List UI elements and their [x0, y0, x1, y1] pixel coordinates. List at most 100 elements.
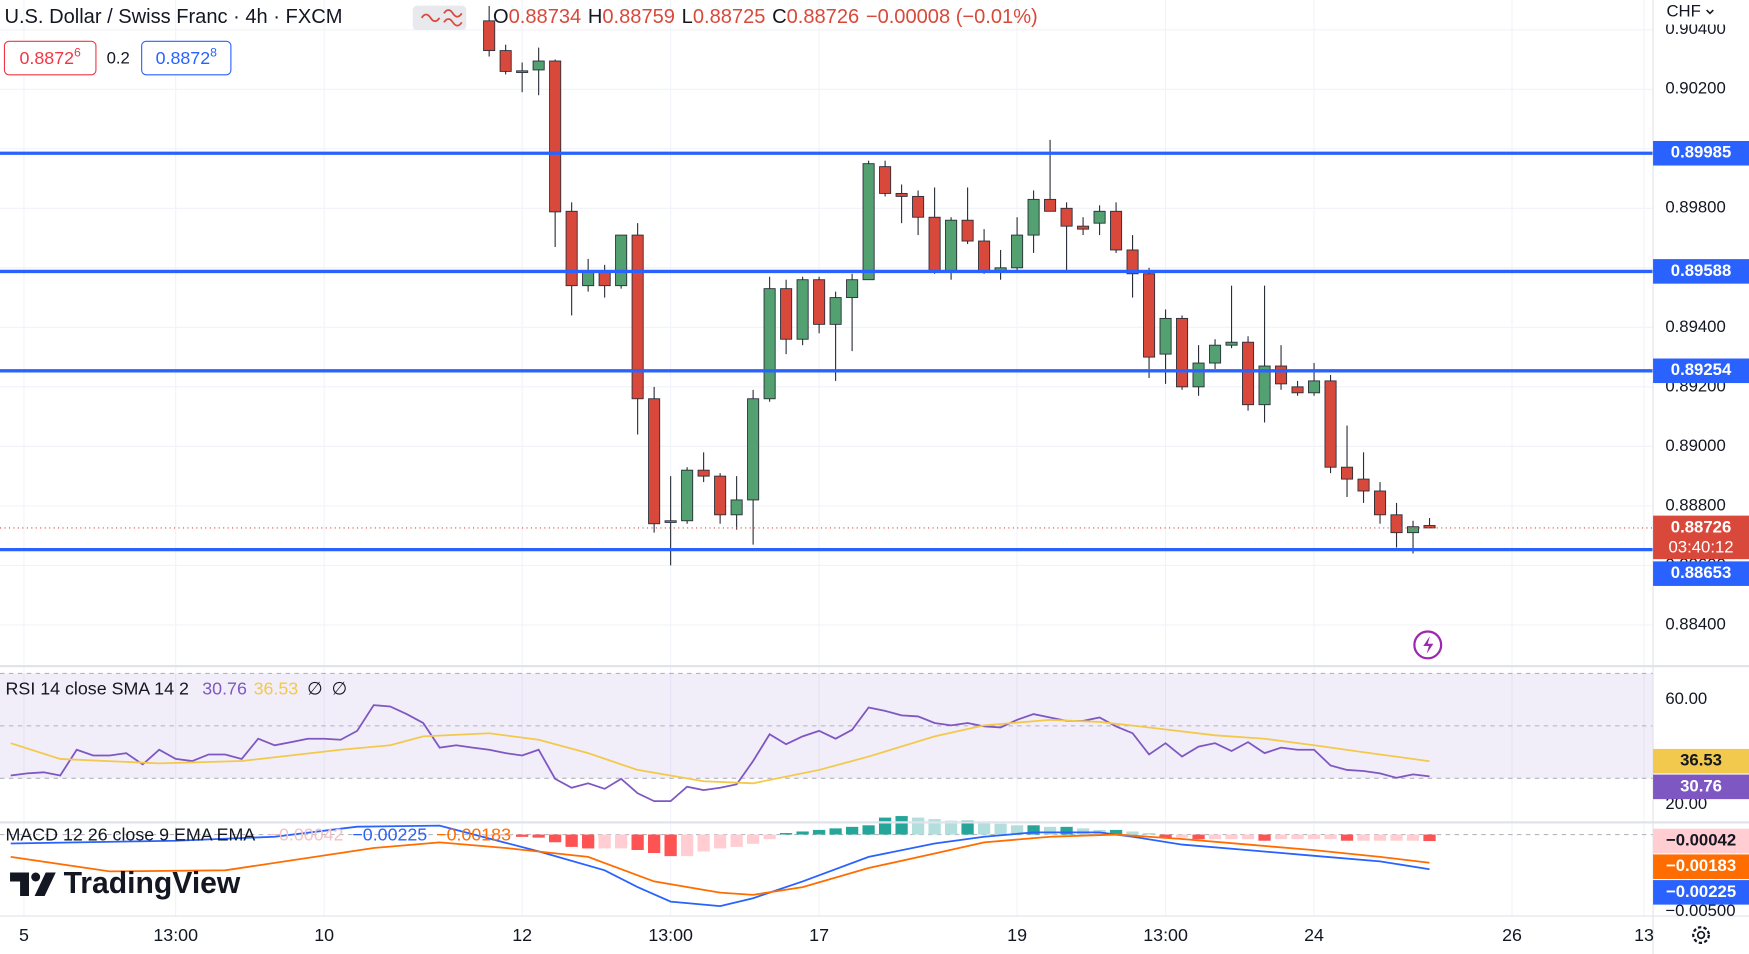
countdown: 03:40:12 [1668, 537, 1733, 556]
settings-button[interactable] [1692, 926, 1710, 944]
candle-body [846, 279, 859, 299]
histogram-bar [1159, 834, 1172, 838]
candle-body [697, 469, 710, 477]
candle-body [1143, 273, 1156, 358]
level-tag [1653, 358, 1749, 384]
candle-body [1027, 198, 1040, 236]
ohlc-prefix: O [493, 6, 509, 28]
bolt [1423, 636, 1434, 654]
histogram-bar [1175, 834, 1189, 838]
y-tick-label: 0.89400 [1665, 317, 1725, 336]
value-tag-label: −0.00183 [1666, 856, 1736, 875]
candle-body [664, 520, 677, 523]
x-tick-label: 13 [1634, 925, 1654, 945]
histogram-bar [697, 834, 710, 852]
ohlc-value: 0.88726 [787, 6, 860, 28]
histogram-bar [911, 817, 925, 835]
histogram-bar [1241, 834, 1255, 840]
candle-body [780, 288, 793, 340]
candle-body [763, 288, 776, 400]
candle-body [1242, 341, 1255, 406]
histogram-bar [1010, 825, 1024, 835]
histogram-bar [1126, 831, 1139, 835]
change: −0.00008 (−0.01%) [866, 6, 1038, 28]
gear[interactable] [1692, 926, 1710, 944]
histogram-bar [730, 834, 743, 847]
rsi-legend: RSI 14 close SMA 14 2 30.76 36.53 ∅ ∅ [6, 678, 348, 698]
histogram-bar [1307, 834, 1321, 840]
x-tick-label: 13:00 [1143, 925, 1188, 945]
histogram-bar [1373, 834, 1387, 841]
candle-body [1126, 249, 1139, 275]
price-pip: 6 [74, 46, 81, 60]
histogram-bar [746, 834, 760, 844]
series-line [10, 833, 1430, 896]
spread: 0.2 [107, 49, 130, 68]
rsi-sma-value: 36.53 [254, 678, 299, 698]
x-tick-label: 12 [512, 925, 532, 945]
rsi-value: 30.76 [202, 678, 247, 698]
histogram-bar [1406, 834, 1420, 841]
candle-body [1093, 210, 1106, 224]
histogram-bar [1076, 828, 1090, 835]
currency[interactable]: CHF [1666, 2, 1700, 21]
brand-logo: TradingView [10, 867, 241, 900]
candle-body [648, 398, 661, 525]
candle-body [1407, 526, 1420, 534]
histogram-bar [1324, 834, 1337, 840]
candle-body [631, 234, 644, 400]
macd-title: MACD 12 26 close 9 EMA EMA [6, 824, 256, 844]
histogram-value: −0.00042 [269, 824, 344, 844]
histogram-bar [812, 829, 826, 835]
value-tag [1653, 748, 1749, 774]
sell-button[interactable] [3, 40, 97, 76]
marks-layer [0, 5, 1654, 907]
last-price-tag [1653, 515, 1749, 560]
candle-body [961, 219, 974, 242]
level-label: 0.89985 [1671, 143, 1731, 162]
sell-price[interactable]: 0.88726 [20, 46, 82, 68]
histogram-bar [1423, 834, 1436, 842]
histogram-bar [829, 828, 842, 835]
value-tag-label: 36.53 [1680, 751, 1722, 770]
candle-body [681, 469, 694, 522]
ohlc-prefix: C [772, 6, 786, 28]
brand-name: TradingView [64, 867, 241, 900]
histogram-bar [763, 834, 776, 840]
histogram-bar [582, 834, 595, 849]
candle-body [1308, 380, 1321, 394]
histogram-bar [516, 834, 529, 837]
histogram-bar [1274, 834, 1288, 840]
candle-body [1077, 225, 1090, 230]
candle-body [1225, 341, 1238, 346]
histogram-bar [598, 834, 611, 849]
candle-body [945, 219, 958, 272]
price-pip: 8 [210, 46, 217, 60]
histogram-bar [1208, 834, 1222, 840]
value-tag [1653, 854, 1749, 879]
histogram-bar [1357, 834, 1370, 841]
candle-body [1159, 317, 1172, 355]
alert-icon[interactable] [1413, 630, 1443, 660]
value-tag-label: 30.76 [1680, 776, 1722, 795]
candle-body [1060, 207, 1073, 227]
histogram-bar [1258, 834, 1271, 841]
buy-button[interactable] [141, 40, 232, 76]
candle-body [1110, 210, 1123, 251]
histogram-bar [483, 834, 496, 837]
candle-body [532, 60, 545, 71]
candle-body [1275, 365, 1288, 385]
ohlc-prefix: L [682, 6, 693, 28]
candle-body [747, 398, 760, 501]
histogram-bar [565, 834, 578, 847]
value-tag-label: −0.00225 [1666, 882, 1736, 901]
y-tick-label: 0.88400 [1665, 614, 1725, 633]
buy-price[interactable]: 0.88728 [156, 46, 218, 68]
value-tag [1653, 774, 1749, 800]
y-tick-label: 0.89800 [1665, 198, 1725, 217]
level-label: 0.89254 [1671, 360, 1732, 379]
histogram-bar [532, 834, 545, 838]
candle-body [730, 499, 743, 516]
symbol-title[interactable]: U.S. Dollar / Swiss Franc · 4h · FXCM [4, 6, 342, 28]
